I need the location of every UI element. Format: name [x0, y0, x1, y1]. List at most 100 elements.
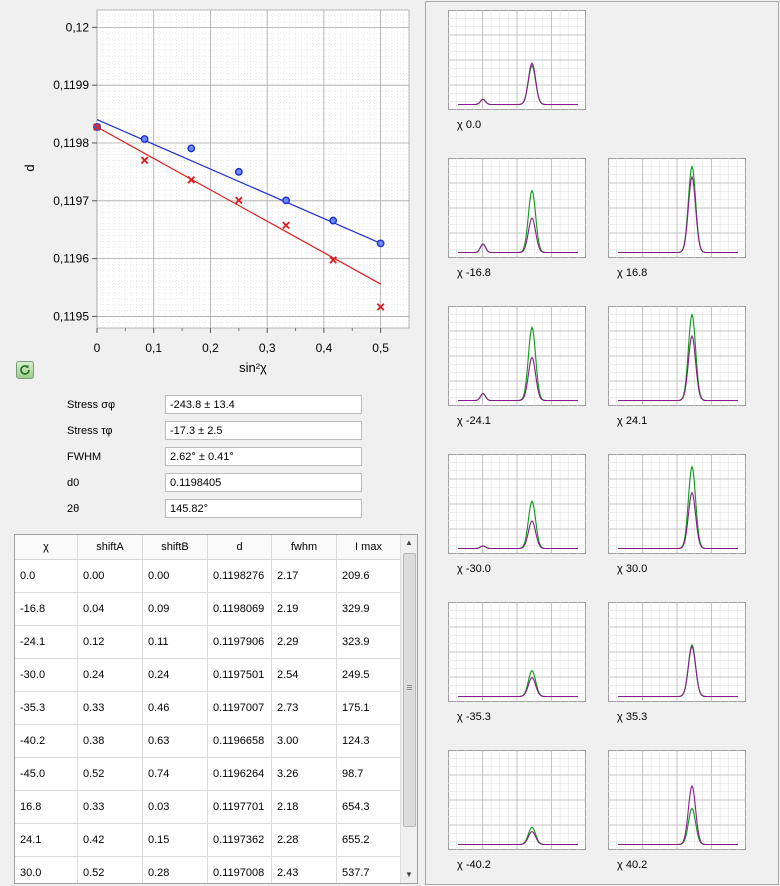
- peak-plot: [448, 602, 586, 702]
- column-header-shiftA[interactable]: shiftA: [78, 535, 143, 559]
- table-cell: 0.33: [78, 791, 143, 823]
- table-cell: -16.8: [15, 593, 78, 625]
- table-cell: 0.1197362: [208, 824, 272, 856]
- column-header-d[interactable]: d: [208, 535, 272, 559]
- purple-peak-curve: [618, 175, 738, 254]
- data-point-cross: [140, 156, 149, 165]
- purple-peak-curve: [618, 491, 738, 550]
- table-cell: -24.1: [15, 626, 78, 658]
- scroll-up-icon[interactable]: ▲: [405, 538, 413, 547]
- data-point-cross: [282, 221, 290, 230]
- peak-thumbnail[interactable]: χ -40.2: [441, 742, 586, 872]
- grip-icon: [407, 685, 412, 691]
- table-row[interactable]: 30.0 0.52 0.28 0.1197008 2.43 537.7: [15, 857, 401, 883]
- table-row[interactable]: -30.0 0.24 0.24 0.1197501 2.54 249.5: [15, 659, 401, 692]
- purple-peak-curve: [618, 334, 738, 402]
- table-scrollbar[interactable]: ▲ ▼: [400, 535, 417, 883]
- refresh-button[interactable]: [16, 361, 34, 379]
- table-cell: 0.11: [143, 626, 208, 658]
- peak-plot: [448, 10, 586, 110]
- d0-field[interactable]: 0.1198405: [165, 473, 362, 492]
- y-tick-label: 0,1198: [53, 136, 89, 150]
- column-header-fwhm[interactable]: fwhm: [272, 535, 337, 559]
- peak-plot: [448, 158, 586, 258]
- column-header-imax[interactable]: I max: [337, 535, 401, 559]
- data-point-circle: [282, 196, 290, 205]
- table-cell: 2.19: [272, 593, 337, 625]
- table-row[interactable]: -24.1 0.12 0.11 0.1197906 2.29 323.9: [15, 626, 401, 659]
- y-ticks: 0,1195 0,1196 0,1197 0,1198 0,1199 0,12: [53, 20, 97, 323]
- thumbnail-label: χ 16.8: [617, 267, 648, 279]
- peak-thumbnail[interactable]: χ -16.8: [441, 150, 586, 280]
- table-row[interactable]: 0.0 0.00 0.00 0.1198276 2.17 209.6: [15, 560, 401, 593]
- two-theta-field[interactable]: 145.82°: [165, 499, 362, 518]
- scroll-down-icon[interactable]: ▼: [405, 870, 413, 879]
- peak-plot: [448, 454, 586, 554]
- column-header-shiftB[interactable]: shiftB: [143, 535, 208, 559]
- data-point-circle: [140, 135, 149, 143]
- peak-thumbnail[interactable]: χ 0.0: [441, 2, 586, 132]
- table-cell: 0.1197701: [208, 791, 272, 823]
- table-row[interactable]: -35.3 0.33 0.46 0.1197007 2.73 175.1: [15, 692, 401, 725]
- thumbnail-label: χ 30.0: [617, 563, 648, 575]
- table-cell: 175.1: [337, 692, 401, 724]
- table-row[interactable]: -16.8 0.04 0.09 0.1198069 2.19 329.9: [15, 593, 401, 626]
- d-vs-sin2chi-chart: 0 0,1 0,2 0,3 0,4 0,5 0,11950,11960,11970,119…: [22, 9, 410, 375]
- table-cell: 0.1196658: [208, 725, 272, 757]
- peak-thumbnail[interactable]: χ 24.1: [601, 298, 746, 428]
- thumbnail-label: χ 0.0: [457, 119, 482, 131]
- table-cell: 2.43: [272, 857, 337, 883]
- thumbnail-label: χ 24.1: [617, 415, 648, 427]
- table-cell: 0.24: [143, 659, 208, 691]
- peak-plot: [608, 454, 746, 554]
- peak-thumbnail[interactable]: χ 16.8: [601, 150, 746, 280]
- thumbnail-label: χ 35.3: [617, 711, 648, 723]
- data-point-cross: [93, 123, 101, 131]
- table-cell: 0.1196264: [208, 758, 272, 790]
- peak-thumbnail[interactable]: χ -30.0: [441, 446, 586, 576]
- param-label: Stress τφ: [67, 425, 113, 437]
- peak-thumbnail[interactable]: χ -35.3: [441, 594, 586, 724]
- table-cell: 0.52: [78, 758, 143, 790]
- thumbnail-label: χ -24.1: [457, 415, 491, 427]
- table-header: χ shiftA shiftB d fwhm I max: [15, 535, 401, 560]
- table-row[interactable]: -45.0 0.52 0.74 0.1196264 3.26 98.7: [15, 758, 401, 791]
- table-cell: 0.1198276: [208, 560, 272, 592]
- table-cell: 0.52: [78, 857, 143, 883]
- table-cell: -40.2: [15, 725, 78, 757]
- results-table: χ shiftA shiftB d fwhm I max 0.0 0.00 0.00…: [14, 534, 418, 884]
- scrollbar-thumb[interactable]: [403, 553, 416, 827]
- table-cell: 2.18: [272, 791, 337, 823]
- peak-thumbnail[interactable]: χ -24.1: [441, 298, 586, 428]
- table-cell: 654.3: [337, 791, 401, 823]
- table-cell: 0.1197007: [208, 692, 272, 724]
- table-cell: -35.3: [15, 692, 78, 724]
- param-label: d0: [67, 477, 80, 489]
- x-tick-label: 0,5: [372, 341, 389, 355]
- purple-peak-curve: [618, 784, 738, 846]
- stress-sigma-field[interactable]: -243.8 ± 13.4: [165, 395, 362, 414]
- column-header-chi[interactable]: χ: [15, 535, 78, 559]
- table-cell: 2.73: [272, 692, 337, 724]
- red-fit-line: [96, 126, 381, 285]
- x-tick-label: 0: [94, 341, 101, 355]
- peak-thumbnail[interactable]: χ 40.2: [601, 742, 746, 872]
- stress-tau-field[interactable]: -17.3 ± 2.5: [165, 421, 362, 440]
- table-cell: 0.00: [78, 560, 143, 592]
- table-row[interactable]: 24.1 0.42 0.15 0.1197362 2.28 655.2: [15, 824, 401, 857]
- table-cell: 0.1197008: [208, 857, 272, 883]
- fwhm-field[interactable]: 2.62° ± 0.41°: [165, 447, 362, 466]
- data-point-cross: [187, 176, 196, 184]
- peak-thumbnail[interactable]: χ 30.0: [601, 446, 746, 576]
- data-point-circle: [187, 144, 196, 153]
- table-cell: -30.0: [15, 659, 78, 691]
- table-row[interactable]: 16.8 0.33 0.03 0.1197701 2.18 654.3: [15, 791, 401, 824]
- table-cell: 0.28: [143, 857, 208, 883]
- table-row[interactable]: -40.2 0.38 0.63 0.1196658 3.00 124.3: [15, 725, 401, 758]
- table-cell: 0.46: [143, 692, 208, 724]
- peak-plot: [608, 158, 746, 258]
- purple-peak-curve: [458, 356, 578, 402]
- peak-plot: [608, 750, 746, 850]
- purple-peak-curve: [458, 676, 578, 698]
- peak-thumbnail[interactable]: χ 35.3: [601, 594, 746, 724]
